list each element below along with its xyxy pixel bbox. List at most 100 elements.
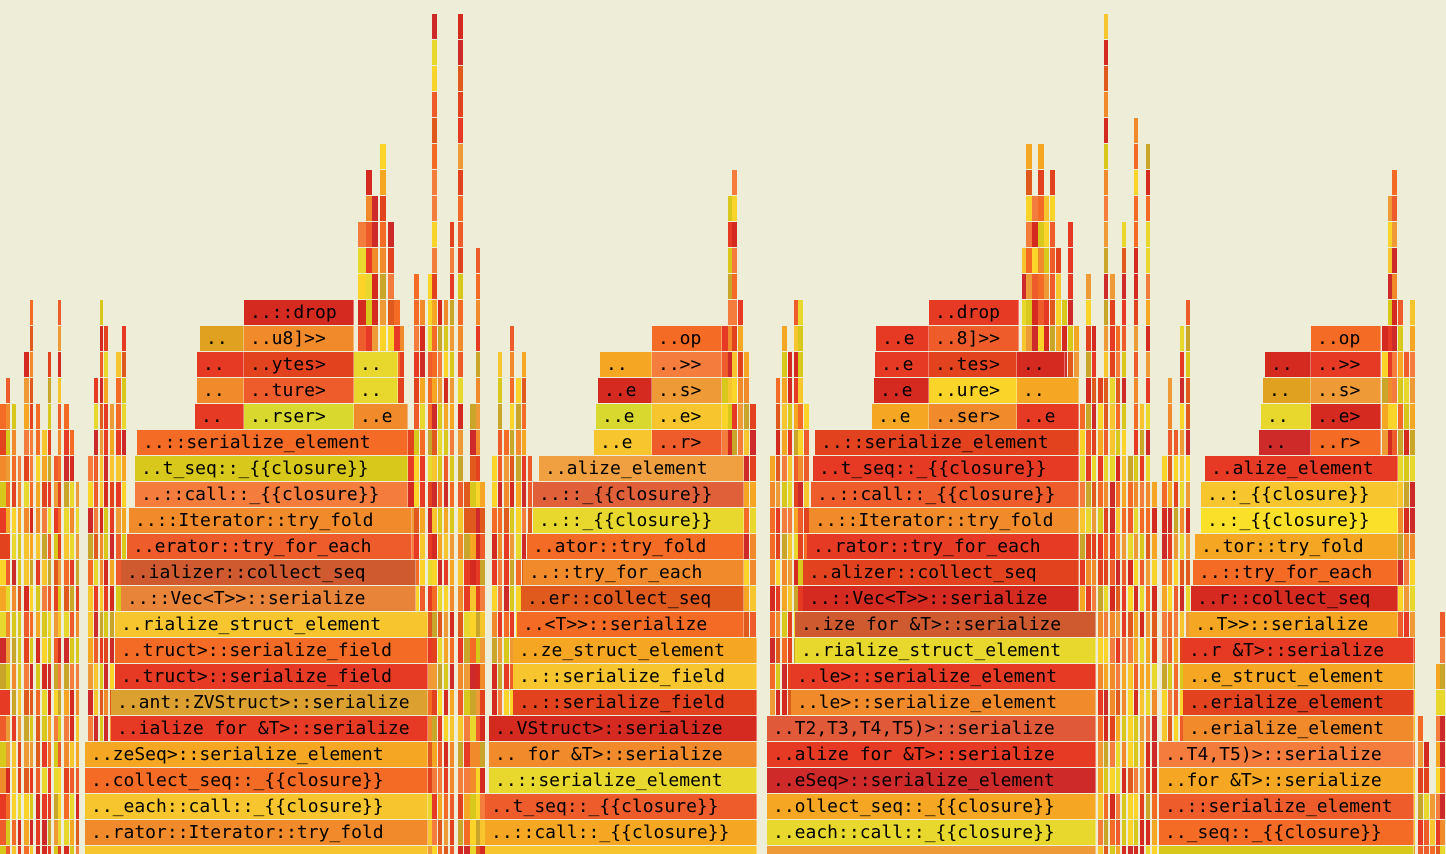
flame-frame-thin[interactable] [1122,846,1126,854]
flame-frame-thin[interactable] [504,456,509,481]
flame-frame-thin[interactable] [58,820,61,845]
flame-frame-thin[interactable] [42,820,47,845]
flame-frame-thin[interactable] [432,612,437,637]
flame-frame-thin[interactable] [1128,456,1133,481]
flame-frame-thin[interactable] [58,638,61,663]
flame-frame-thin[interactable] [476,378,480,403]
flame-frame-thin[interactable] [1104,638,1108,663]
flame-frame-thin[interactable] [58,716,61,741]
flame-frame-thin[interactable] [444,508,448,533]
flame-frame[interactable]: .. [1265,352,1311,377]
flame-frame-thin[interactable] [428,586,434,611]
flame-frame-thin[interactable] [1080,508,1085,533]
flame-frame[interactable]: ..e_struct_element [1183,664,1414,689]
flame-frame-thin[interactable] [1146,820,1150,845]
flame-frame-thin[interactable] [1104,508,1108,533]
flame-frame-thin[interactable] [414,326,419,351]
flame-frame-thin[interactable] [54,638,58,663]
flame-frame-thin[interactable] [366,300,372,325]
flame-frame-thin[interactable] [464,716,470,741]
flame-frame-thin[interactable] [444,352,448,377]
flame-frame-thin[interactable] [1110,612,1115,637]
flame-frame-thin[interactable] [64,690,69,715]
flame-frame-thin[interactable] [1140,586,1144,611]
flame-frame-thin[interactable] [1398,534,1403,559]
flame-frame-thin[interactable] [414,404,419,429]
flame-frame-thin[interactable] [1168,404,1172,429]
flame-frame-thin[interactable] [1098,482,1103,507]
flame-frame-thin[interactable] [1104,118,1108,143]
flame-frame-thin[interactable] [1122,248,1126,273]
flame-frame-thin[interactable] [1152,560,1157,585]
flame-frame-thin[interactable] [420,378,425,403]
flame-frame-thin[interactable] [6,820,10,845]
flame-frame-thin[interactable] [782,404,787,429]
flame-frame-thin[interactable] [358,326,366,351]
flame-frame-thin[interactable] [428,456,434,481]
flame-frame-thin[interactable] [76,794,79,819]
flame-frame-thin[interactable] [750,430,756,455]
flame-frame-thin[interactable] [744,456,749,481]
flame-frame-thin[interactable] [504,482,509,507]
flame-frame-thin[interactable] [1152,768,1157,793]
flame-frame-thin[interactable] [470,690,476,715]
flame-frame-thin[interactable] [36,534,40,559]
flame-frame-thin[interactable] [6,690,10,715]
flame-frame-thin[interactable] [1424,768,1429,793]
flame-frame-thin[interactable] [0,716,6,741]
flame-frame-thin[interactable] [776,690,780,715]
flame-frame-thin[interactable] [1186,456,1190,481]
flame-frame-thin[interactable] [1068,300,1073,325]
flame-frame-thin[interactable] [104,508,108,533]
flame-frame-thin[interactable] [30,742,33,767]
flame-frame-thin[interactable] [58,742,61,767]
flame-frame-thin[interactable] [480,794,485,819]
flame-frame-thin[interactable] [1038,326,1044,351]
flame-frame-thin[interactable] [798,508,803,533]
flame-frame-thin[interactable] [110,638,114,663]
flame-frame-thin[interactable] [504,586,509,611]
flame-frame-thin[interactable] [1116,794,1120,819]
flame-frame-thin[interactable] [6,456,10,481]
flame-frame-thin[interactable] [1180,482,1184,507]
flame-frame-thin[interactable] [516,534,521,559]
flame-frame-thin[interactable] [1122,638,1126,663]
flame-frame-thin[interactable] [744,534,749,559]
flame-frame-thin[interactable] [48,456,51,481]
flame-frame-thin[interactable] [70,508,74,533]
flame-frame[interactable]: ..ize for &T>::serialize [795,612,1096,637]
flame-frame-thin[interactable] [432,508,437,533]
flame-frame[interactable]: ..::serialize_element [815,430,1079,455]
flame-frame-thin[interactable] [458,560,463,585]
flame-frame[interactable]: ..::try_for_each [523,560,744,585]
flame-frame-thin[interactable] [1424,820,1429,845]
flame-frame[interactable]: ..alize_element [1205,456,1398,481]
flame-frame-thin[interactable] [0,430,6,455]
flame-frame-thin[interactable] [1146,482,1150,507]
flame-frame-thin[interactable] [788,612,792,637]
flame-frame-thin[interactable] [88,482,93,507]
flame-frame[interactable]: ..ser> [929,404,1017,429]
flame-frame-thin[interactable] [6,794,10,819]
flame-frame-thin[interactable] [48,716,51,741]
flame-frame-thin[interactable] [1436,664,1441,689]
flame-frame-thin[interactable] [30,690,33,715]
flame-frame-thin[interactable] [1398,352,1403,377]
flame-frame-thin[interactable] [64,716,69,741]
flame-frame-thin[interactable] [432,430,437,455]
flame-frame-thin[interactable] [1186,534,1190,559]
flame-frame-thin[interactable] [450,586,454,611]
flame-frame-thin[interactable] [54,612,58,637]
flame-frame-thin[interactable] [1086,508,1091,533]
flame-frame-thin[interactable] [516,560,521,585]
flame-frame-thin[interactable] [1398,612,1403,637]
flame-frame-thin[interactable] [104,482,108,507]
flame-frame-thin[interactable] [776,378,780,403]
flame-frame-thin[interactable] [444,664,448,689]
flame-frame-thin[interactable] [110,456,114,481]
flame-frame[interactable]: ..rser> [244,404,354,429]
flame-frame-thin[interactable] [1116,352,1120,377]
flame-frame-thin[interactable] [1398,586,1403,611]
flame-frame-thin[interactable] [776,560,780,585]
flame-frame-thin[interactable] [728,326,734,351]
